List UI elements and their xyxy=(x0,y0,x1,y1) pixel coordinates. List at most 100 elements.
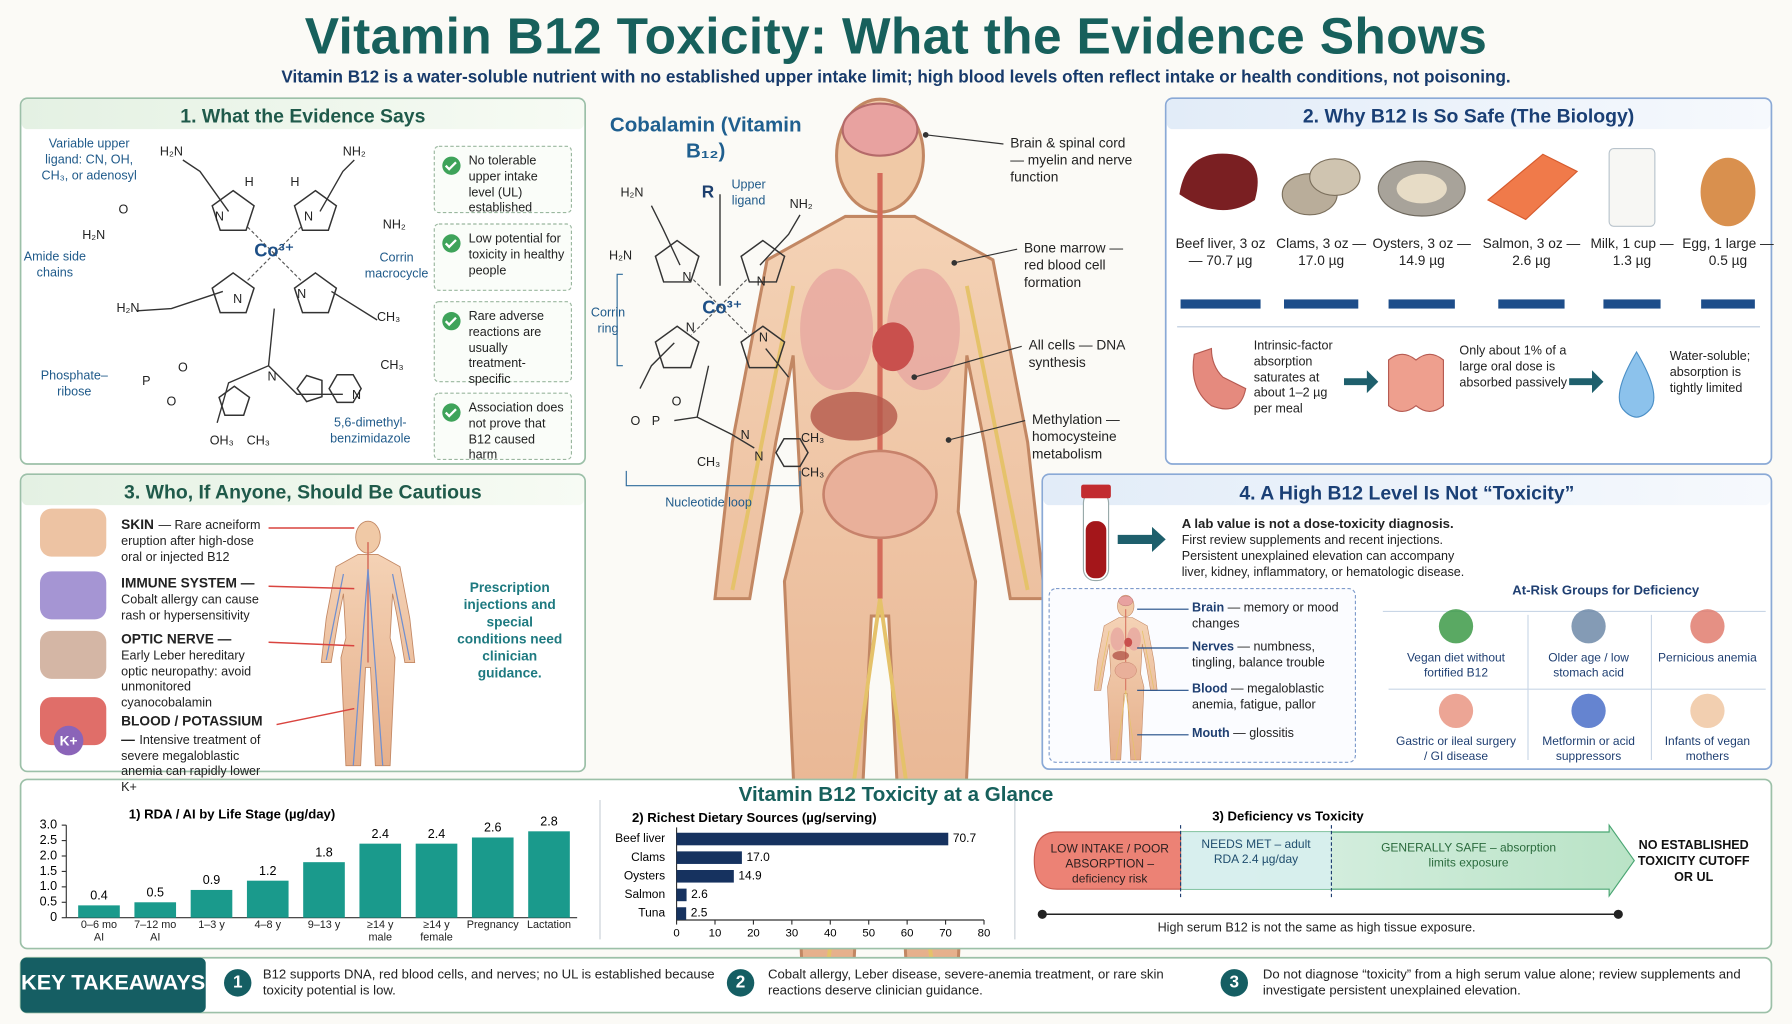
atom-label: N xyxy=(741,428,750,442)
absorption-step: Intrinsic-factor absorption saturates at… xyxy=(1253,339,1333,416)
check-text: Low potential for toxicity in healthy pe… xyxy=(468,231,565,278)
atom-label: P xyxy=(652,414,660,428)
bar xyxy=(528,831,570,918)
human-figure xyxy=(713,97,1047,965)
coordination-bond xyxy=(246,253,275,282)
atom-label: CH₃ xyxy=(380,358,403,372)
caution-pointer xyxy=(276,707,355,726)
structure-title: Cobalamin (Vitamin B₁₂) xyxy=(609,113,802,162)
takeaway-text: B12 supports DNA, red blood cells, and n… xyxy=(262,967,715,999)
potassium-icon-bg xyxy=(53,725,84,756)
caution-text: Intensive treatment of severe megaloblas… xyxy=(121,733,261,795)
y-tick-label: 3.0 xyxy=(40,817,57,831)
takeaways-label: KEY TAKEAWAYS xyxy=(21,971,206,996)
sign-term: Nerves xyxy=(1191,639,1234,654)
x-tick-label: 0 xyxy=(673,928,679,940)
liver xyxy=(1112,650,1130,661)
atom-label: NH₂ xyxy=(790,197,813,211)
bar xyxy=(359,843,402,918)
takeaway-number: 3 xyxy=(1229,972,1240,992)
spectrum-end-dot xyxy=(1613,909,1623,919)
spectrum-low xyxy=(1033,831,1182,890)
leader-dot xyxy=(911,374,918,380)
atom-label: N xyxy=(297,287,306,301)
value-label: 17.0 xyxy=(746,850,770,864)
benzimidazole-ring xyxy=(775,437,809,468)
leader-dot xyxy=(922,131,929,138)
check-mark xyxy=(444,161,457,171)
liver xyxy=(810,391,898,441)
x-tick-label: 4–8 y xyxy=(254,918,282,932)
spectrum-caption: High serum B12 is not the same as high t… xyxy=(1157,921,1476,935)
leader-line xyxy=(948,420,1026,441)
x-tick-label: Pregnancy xyxy=(466,918,519,932)
value-label: 0.9 xyxy=(203,873,220,887)
structure-label: Phosphate–ribose xyxy=(40,369,108,399)
atom-label: O xyxy=(631,414,641,428)
intestine xyxy=(822,449,938,540)
spectrum-title: 3) Deficiency vs Toxicity xyxy=(1212,809,1364,824)
takeaways-label-bg xyxy=(20,957,206,1013)
x-tick-label: 0–6 mo AI xyxy=(80,918,118,944)
structure-label: Amide side chains xyxy=(23,250,86,280)
leader-dot xyxy=(945,437,952,443)
bar xyxy=(134,902,177,918)
caution-text: — Rare acneiform eruption after high-dos… xyxy=(121,518,261,564)
potassium-icon: K+ xyxy=(60,733,78,748)
body-label: Methylation — homocysteine metabolism xyxy=(1031,411,1120,462)
intestine-icon xyxy=(1387,353,1444,412)
caution-pointer xyxy=(268,641,355,647)
atom-label: CH₃ xyxy=(247,433,270,447)
panel-evidence-header xyxy=(21,99,584,130)
atom-label: H xyxy=(245,175,254,189)
atom-label: CH₃ xyxy=(801,465,824,479)
panel-title: 3. Who, If Anyone, Should Be Cautious xyxy=(124,481,482,503)
human-figure xyxy=(1093,594,1158,761)
intestine xyxy=(1114,661,1137,680)
coordination-bond xyxy=(691,277,721,307)
takeaway-number-bg xyxy=(726,969,755,997)
atom-label: H xyxy=(290,175,299,189)
food-bar xyxy=(1701,299,1755,309)
atom-label: H₂N xyxy=(620,185,643,199)
chart-title: 2) Richest Dietary Sources (µg/serving) xyxy=(632,810,877,825)
heart xyxy=(872,322,914,372)
atom-label: CH₃ xyxy=(801,431,824,445)
value-label: 2.4 xyxy=(428,827,445,841)
atom-label: CH₃ xyxy=(697,455,720,469)
food-label: Milk, 1 cup — 1.3 µg xyxy=(1590,235,1674,269)
sign-item: Mouth — glossitis xyxy=(1192,727,1350,743)
atom-label: Co³⁺ xyxy=(254,239,294,260)
atom-label: N xyxy=(304,209,313,223)
bar xyxy=(676,832,949,846)
pyrrole-ring xyxy=(740,325,786,369)
x-tick-label: 9–13 y xyxy=(307,918,341,932)
nerves xyxy=(1097,630,1155,761)
atom-label: N xyxy=(682,270,691,284)
risk-icon xyxy=(1571,609,1606,644)
flow-arrow xyxy=(1343,370,1379,394)
bar xyxy=(246,880,289,918)
risk-group: Metformin or acid suppressors xyxy=(1542,734,1635,764)
risk-title: At-Risk Groups for Deficiency xyxy=(1512,583,1700,598)
food-label: Clams, 3 oz — 17.0 µg xyxy=(1276,235,1367,269)
lab-headline: A lab value is not a dose-toxicity diagn… xyxy=(1181,517,1454,532)
x-tick-label: 70 xyxy=(939,928,952,940)
panel-title: 2. Why B12 Is So Safe (The Biology) xyxy=(1302,105,1635,127)
food-milk xyxy=(1608,147,1656,227)
absorption-step: Water-soluble; absorption is tightly lim… xyxy=(1669,349,1751,395)
check-box xyxy=(433,392,572,460)
subtitle: Vitamin B12 is a water-soluble nutrient … xyxy=(281,67,1511,87)
sign-item: Nerves — numbness, tingling, balance trou… xyxy=(1192,640,1350,671)
coordination-bond xyxy=(273,253,303,282)
y-tick-label: 1.0 xyxy=(40,879,57,893)
structure-label: Variable upper ligand: CN, OH, CH₃, or a… xyxy=(41,137,137,183)
sign-term: Brain xyxy=(1191,601,1225,615)
atom-label: O xyxy=(672,395,682,409)
panel-glance xyxy=(19,778,1773,950)
imidazole-ring xyxy=(296,374,323,403)
risk-icon xyxy=(1690,693,1725,728)
category-label: Beef liver xyxy=(615,831,665,845)
atom-label: N xyxy=(754,449,763,463)
